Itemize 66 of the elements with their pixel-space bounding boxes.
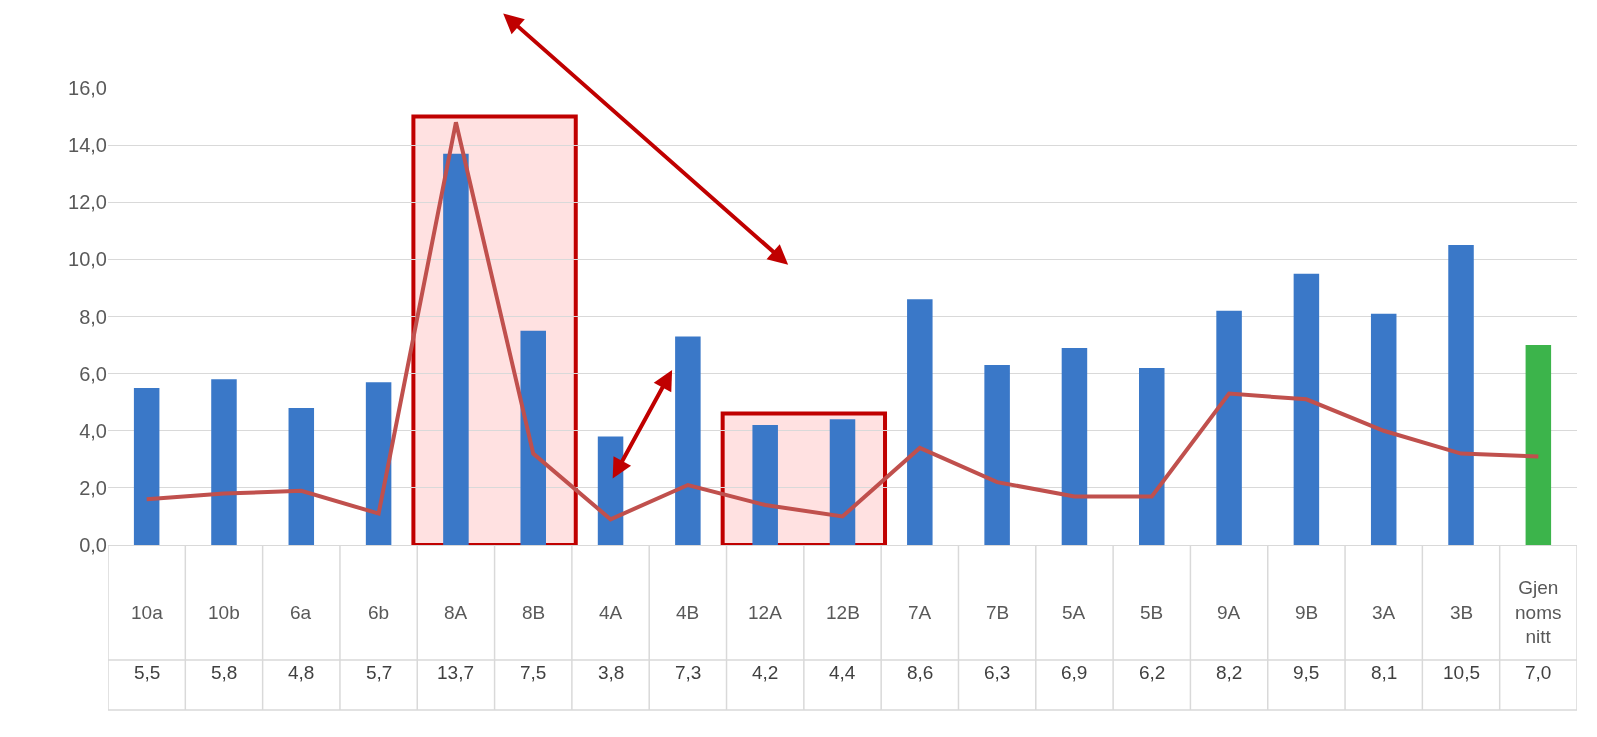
y-tick-label: 16,0 (68, 77, 107, 99)
data-label: 8,1 (1371, 662, 1398, 683)
x-tick-label: 3B (1450, 602, 1474, 623)
data-label: 9,5 (1293, 662, 1320, 683)
bar (1293, 273, 1320, 545)
bar (984, 365, 1010, 545)
bar (133, 387, 160, 545)
x-tick-label: 7B (986, 602, 1010, 623)
y-tick-label: 2,0 (79, 476, 107, 499)
data-label: 5,8 (211, 662, 238, 683)
y-tick-label: 12,0 (68, 191, 107, 214)
data-label: 7,5 (520, 662, 547, 683)
bar (752, 425, 778, 545)
line-series (144, 120, 1541, 522)
y-tick-label: 0,0 (79, 534, 107, 556)
bar (1216, 310, 1242, 545)
x-tick-label: 7A (908, 602, 932, 623)
x-tick-label: 8B (522, 602, 546, 623)
x-tick-label: 8A (444, 602, 468, 623)
bar (443, 153, 469, 545)
x-tick-label: 12A (748, 602, 783, 623)
x-tick-label: 5B (1140, 602, 1164, 623)
x-tick-label: 6a (290, 602, 312, 623)
data-label: 4,2 (752, 662, 779, 683)
data-label: 6,3 (984, 662, 1011, 683)
x-tick-label: 4A (599, 602, 623, 623)
x-tick-label: 5A (1062, 602, 1086, 623)
data-label: 10,5 (1443, 662, 1480, 683)
y-tick-label: 8,0 (79, 305, 107, 328)
x-tick-label: 9B (1295, 602, 1319, 623)
bar (1525, 345, 1552, 545)
data-label: 4,4 (829, 662, 856, 683)
y-tick-label: 6,0 (79, 362, 107, 385)
data-label: 6,9 (1061, 662, 1088, 683)
x-tick-label: 12B (826, 602, 860, 623)
x-tick-label: 10b (208, 602, 240, 623)
bar (365, 382, 392, 545)
bar (907, 299, 933, 545)
bar (1139, 367, 1165, 545)
bar (1370, 313, 1397, 545)
data-label: 7,3 (675, 662, 702, 683)
bar (1061, 347, 1088, 545)
x-tick-label: 6b (368, 602, 390, 623)
x-tick-label: 10a (131, 602, 164, 623)
data-label: 7,0 (1525, 662, 1552, 683)
bar (1448, 245, 1474, 545)
y-tick-label: 4,0 (79, 419, 107, 442)
data-label: 4,8 (288, 662, 315, 683)
bar (520, 330, 546, 545)
data-label: 13,7 (437, 662, 474, 683)
bar (211, 379, 237, 545)
bar (675, 336, 701, 545)
data-label: 5,7 (366, 662, 393, 683)
y-tick-label: 14,0 (68, 134, 107, 157)
bar (288, 407, 315, 545)
y-tick-label: 10,0 (68, 248, 107, 271)
x-tick-label: 9A (1217, 602, 1241, 623)
data-label: 5,5 (134, 662, 161, 683)
bar (829, 419, 856, 545)
x-tick-label: Gjennomsnitt (1515, 577, 1562, 648)
data-label: 8,2 (1216, 662, 1243, 683)
data-label: 8,6 (907, 662, 934, 683)
x-tick-label: 3A (1372, 602, 1396, 623)
data-label: 3,8 (598, 662, 625, 683)
x-tick-label: 4B (676, 602, 700, 623)
data-label: 6,2 (1139, 662, 1166, 683)
